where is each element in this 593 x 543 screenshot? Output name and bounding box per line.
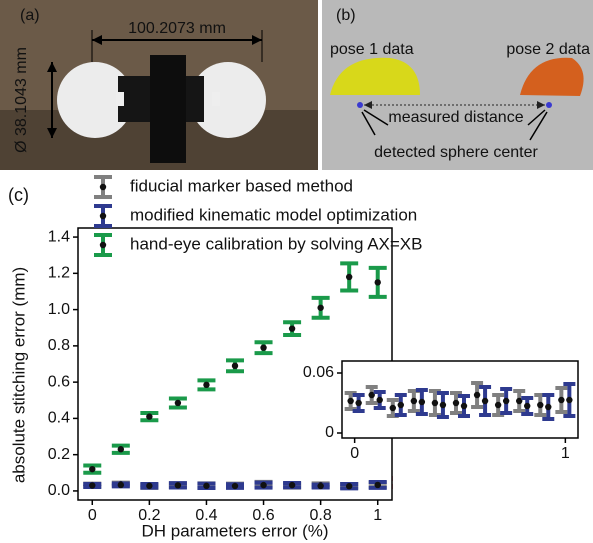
point — [495, 402, 501, 408]
photo-a: (a) 100.2073 mm Ø 38.1043 mm — [0, 0, 318, 170]
point — [474, 392, 480, 398]
y-tick-label: 1.2 — [48, 265, 70, 282]
length-label: 100.2073 mm — [128, 20, 226, 37]
diameter-label: Ø 38.1043 mm — [13, 47, 30, 153]
legend-dot — [100, 213, 106, 219]
point — [461, 403, 467, 409]
point — [118, 482, 124, 488]
legend-label: hand-eye calibration by solving AX=XB — [130, 234, 423, 253]
x-tick-label: 0 — [88, 507, 97, 524]
point — [419, 399, 425, 405]
panel-label: (c) — [8, 185, 29, 205]
point — [203, 483, 209, 489]
point — [398, 402, 404, 408]
legend-label: modified kinematic model optimization — [130, 205, 417, 224]
x-tick-label: 0 — [350, 445, 359, 462]
point — [537, 402, 543, 408]
point — [175, 482, 181, 488]
y-tick-label: 0.8 — [48, 337, 70, 354]
point — [503, 398, 509, 404]
panel-label: (a) — [20, 7, 40, 24]
x-axis-label: DH parameters error (%) — [141, 521, 328, 540]
point — [317, 305, 323, 311]
point — [355, 400, 361, 406]
point — [260, 482, 266, 488]
point — [558, 397, 564, 403]
point — [347, 398, 353, 404]
pose2-label: pose 2 data — [506, 41, 590, 58]
legend-dot — [100, 242, 106, 248]
y-axis-label: absolute stitching error (mm) — [9, 267, 28, 483]
point — [377, 397, 383, 403]
point — [375, 482, 381, 488]
point — [453, 400, 459, 406]
point — [346, 274, 352, 280]
photo-b: (b) pose 1 data pose 2 data measured dis… — [322, 0, 593, 170]
legend-dot — [100, 184, 106, 190]
point — [146, 483, 152, 489]
point — [411, 398, 417, 404]
point — [524, 403, 530, 409]
y-tick-label: 1.0 — [48, 301, 70, 318]
x-tick-label: 1 — [561, 445, 570, 462]
point — [375, 279, 381, 285]
distance-label: measured distance — [388, 109, 523, 126]
y-tick-label: 1.4 — [48, 228, 70, 245]
legend-label: fiducial marker based method — [130, 176, 353, 195]
y-tick-label: 0 — [325, 424, 334, 441]
point — [440, 402, 446, 408]
point — [146, 413, 152, 419]
point — [118, 446, 124, 452]
point — [390, 405, 396, 411]
point — [289, 482, 295, 488]
point — [175, 400, 181, 406]
y-tick-label: 0.2 — [48, 446, 70, 463]
panel-label: (b) — [336, 7, 356, 24]
point — [260, 344, 266, 350]
point — [232, 363, 238, 369]
point — [232, 483, 238, 489]
y-tick-label: 0.6 — [48, 373, 70, 390]
point — [89, 466, 95, 472]
point — [545, 404, 551, 410]
point — [317, 483, 323, 489]
point — [566, 397, 572, 403]
y-tick-label: 0.0 — [48, 482, 70, 499]
x-tick-label: 1 — [373, 507, 382, 524]
point — [482, 398, 488, 404]
point — [203, 382, 209, 388]
center-label: detected sphere center — [374, 144, 538, 161]
figure: (a) 100.2073 mm Ø 38.1043 mm (b) pose 1 … — [0, 0, 593, 543]
pose1-label: pose 1 data — [330, 41, 414, 58]
point — [432, 400, 438, 406]
point — [289, 325, 295, 331]
point — [346, 483, 352, 489]
y-tick-label: 0.06 — [303, 364, 334, 381]
point — [89, 482, 95, 488]
y-tick-label: 0.4 — [48, 410, 70, 427]
